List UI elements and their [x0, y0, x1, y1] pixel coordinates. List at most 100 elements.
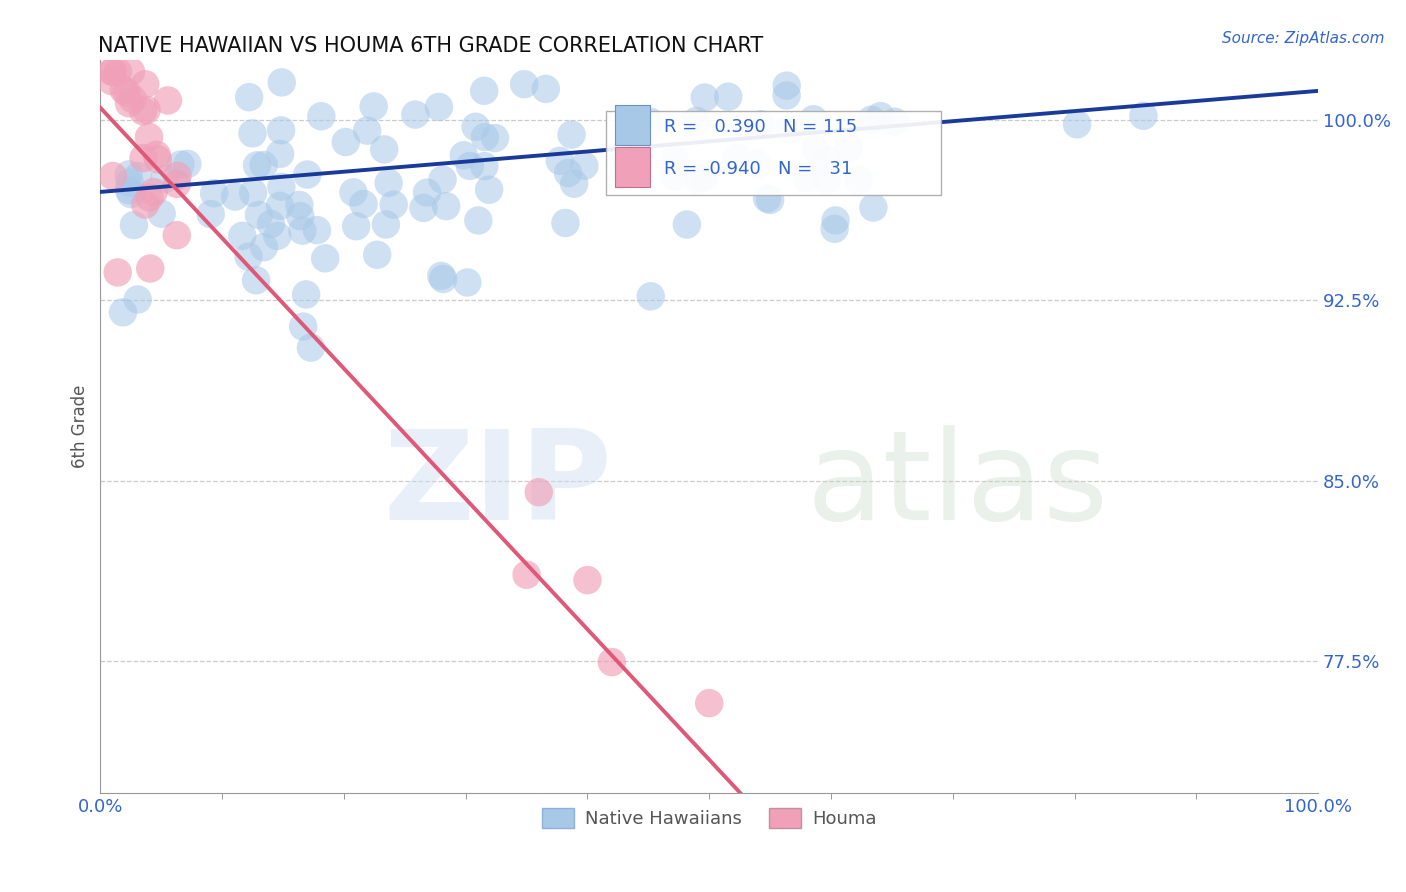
- Point: [458, 159, 481, 173]
- Point: [693, 90, 716, 104]
- Point: [344, 219, 367, 234]
- Point: [270, 123, 292, 137]
- Point: [432, 172, 454, 186]
- Point: [404, 107, 426, 121]
- Point: [122, 218, 145, 232]
- Point: [132, 151, 155, 165]
- Point: [363, 99, 385, 113]
- Point: [120, 64, 142, 78]
- Point: [202, 186, 225, 201]
- FancyBboxPatch shape: [616, 147, 650, 187]
- Point: [169, 157, 191, 171]
- Point: [242, 127, 264, 141]
- Point: [356, 123, 378, 137]
- Point: [775, 88, 797, 103]
- Point: [612, 157, 634, 171]
- Point: [107, 64, 129, 78]
- Point: [416, 186, 439, 200]
- Point: [824, 221, 846, 235]
- Point: [366, 248, 388, 262]
- Point: [314, 252, 336, 266]
- Point: [247, 208, 270, 222]
- Point: [662, 169, 685, 184]
- Legend: Native Hawaiians, Houma: Native Hawaiians, Houma: [534, 800, 884, 836]
- Point: [860, 112, 883, 127]
- Point: [253, 240, 276, 254]
- Point: [118, 176, 141, 190]
- Point: [146, 153, 169, 167]
- Point: [464, 120, 486, 134]
- Point: [427, 100, 450, 114]
- Point: [111, 305, 134, 319]
- Point: [803, 112, 825, 127]
- Point: [238, 250, 260, 264]
- Point: [373, 142, 395, 156]
- Point: [242, 186, 264, 200]
- Point: [101, 64, 124, 78]
- Point: [456, 276, 478, 290]
- Point: [238, 90, 260, 104]
- Point: [291, 224, 314, 238]
- Point: [467, 213, 489, 227]
- Point: [115, 86, 138, 100]
- Point: [613, 168, 636, 182]
- Point: [377, 176, 399, 190]
- Point: [412, 201, 434, 215]
- Point: [342, 186, 364, 200]
- Point: [638, 114, 661, 128]
- Point: [434, 199, 457, 213]
- Point: [516, 567, 538, 582]
- Point: [474, 130, 496, 145]
- Point: [697, 696, 720, 710]
- Text: NATIVE HAWAIIAN VS HOUMA 6TH GRADE CORRELATION CHART: NATIVE HAWAIIAN VS HOUMA 6TH GRADE CORRE…: [98, 36, 763, 55]
- Point: [156, 94, 179, 108]
- Point: [270, 75, 292, 89]
- Y-axis label: 6th Grade: 6th Grade: [72, 384, 89, 468]
- Point: [245, 273, 267, 287]
- Point: [776, 78, 799, 93]
- Point: [295, 287, 318, 301]
- Point: [305, 223, 328, 237]
- Point: [120, 187, 142, 202]
- Point: [101, 64, 124, 78]
- Point: [574, 159, 596, 173]
- Point: [554, 216, 576, 230]
- Point: [269, 199, 291, 213]
- Point: [779, 122, 801, 136]
- Point: [576, 573, 599, 587]
- Point: [862, 201, 884, 215]
- Point: [246, 158, 269, 172]
- Point: [297, 168, 319, 182]
- Point: [824, 213, 846, 227]
- Point: [838, 141, 860, 155]
- Point: [627, 157, 650, 171]
- Point: [884, 115, 907, 129]
- Point: [166, 169, 188, 183]
- Point: [472, 159, 495, 173]
- Point: [134, 77, 156, 91]
- Point: [745, 157, 768, 171]
- Point: [756, 191, 779, 205]
- FancyBboxPatch shape: [616, 105, 650, 145]
- Point: [127, 293, 149, 307]
- Text: ZIP: ZIP: [382, 425, 612, 546]
- Point: [374, 218, 396, 232]
- Point: [759, 193, 782, 207]
- Point: [101, 74, 124, 88]
- Point: [121, 92, 143, 106]
- Point: [717, 89, 740, 103]
- Point: [1066, 117, 1088, 131]
- Point: [176, 157, 198, 171]
- FancyBboxPatch shape: [606, 111, 941, 195]
- Point: [804, 142, 827, 156]
- Point: [600, 655, 623, 669]
- Point: [693, 169, 716, 184]
- Point: [135, 103, 157, 117]
- Point: [138, 130, 160, 145]
- Point: [101, 169, 124, 183]
- Point: [685, 114, 707, 128]
- Point: [640, 289, 662, 303]
- Point: [815, 153, 838, 167]
- Point: [561, 128, 583, 142]
- Point: [557, 166, 579, 180]
